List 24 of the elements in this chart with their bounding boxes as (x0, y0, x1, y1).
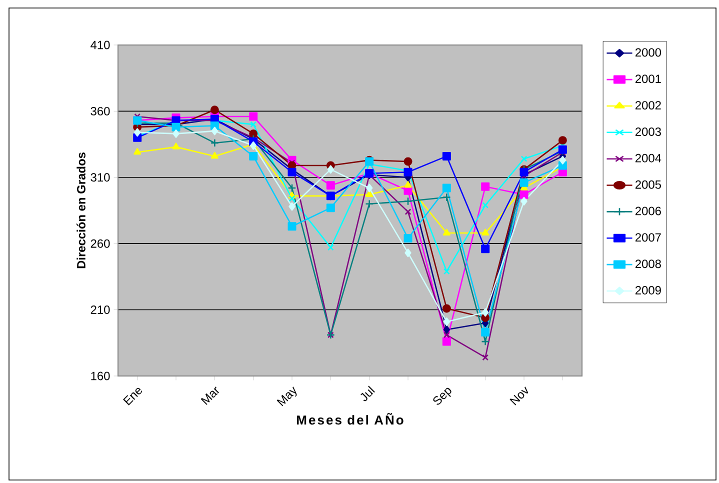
legend-label: 2005 (635, 180, 661, 189)
legend-label: 2006 (635, 206, 661, 216)
legend-label: 2001 (635, 74, 661, 84)
legend-label: 2007 (635, 233, 661, 242)
y-tick-label: 410 (90, 40, 110, 50)
legend-label: 2000 (635, 48, 662, 57)
x-tick-label: Nov (510, 386, 528, 406)
y-axis-title: Dirección en Grados (76, 152, 86, 268)
legend-label: 2003 (635, 127, 661, 136)
x-axis-title: Meses del AÑo (297, 412, 404, 425)
y-tick-label: 210 (90, 306, 110, 314)
legend-label: 2009 (635, 286, 661, 295)
y-tick-label: 160 (91, 372, 110, 380)
y-tick-label: 360 (90, 106, 110, 116)
y-tick-label: 260 (90, 239, 110, 248)
x-tick-label: Jul (360, 386, 375, 402)
y-tick-label: 310 (90, 173, 110, 182)
legend-label: 2002 (635, 101, 661, 110)
x-tick-label: Mar (200, 386, 219, 405)
x-tick-label: Ene (123, 388, 142, 406)
x-tick-label: May (276, 386, 297, 406)
legend-label: 2008 (635, 260, 661, 268)
x-tick-label: Sep (433, 388, 452, 405)
legend-label: 2004 (635, 154, 662, 162)
